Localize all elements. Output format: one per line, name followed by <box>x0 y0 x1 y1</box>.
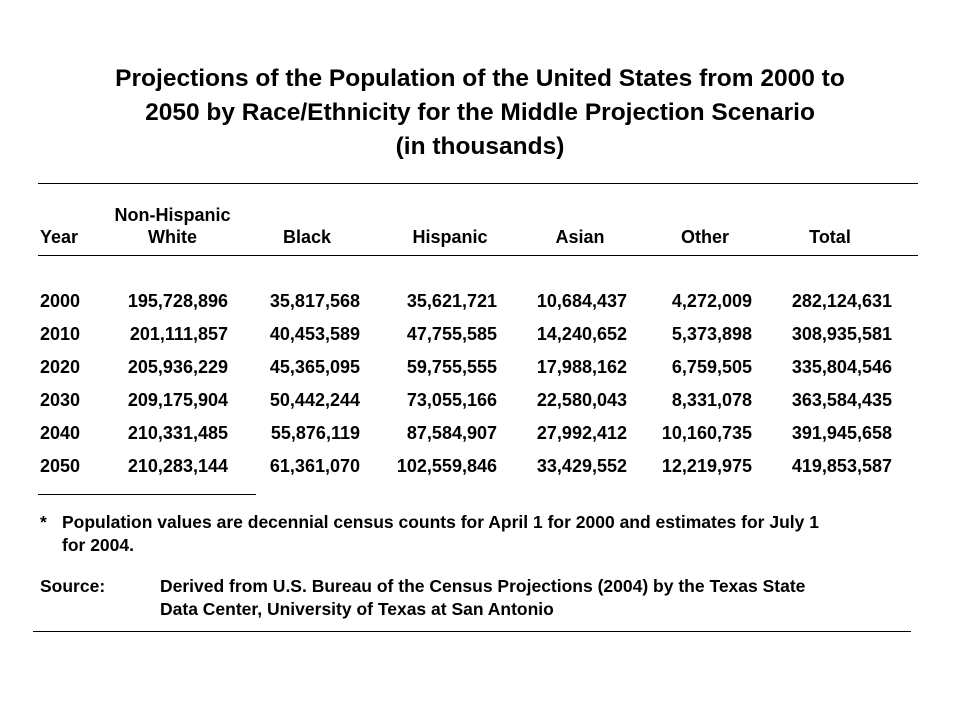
header-asian: Asian <box>555 227 605 247</box>
source-label: Source: <box>40 576 106 596</box>
cell-asian: 33,429,552 <box>536 456 627 476</box>
cell-total: 335,804,546 <box>791 357 892 377</box>
cell-non-hispanic-white: 205,936,229 <box>127 357 228 377</box>
title-line-1: Projections of the Population of the Uni… <box>115 65 845 92</box>
cell-non-hispanic-white: 209,175,904 <box>127 390 228 410</box>
cell-asian: 14,240,652 <box>536 324 627 344</box>
cell-year: 2020 <box>40 357 81 377</box>
header-nhw-line1: Non-Hispanic <box>114 205 231 225</box>
cell-year: 2050 <box>40 456 81 476</box>
cell-other: 5,373,898 <box>671 324 752 344</box>
source-line-2: Data Center, University of Texas at San … <box>160 599 554 619</box>
top-rule <box>38 183 918 184</box>
cell-asian: 22,580,043 <box>536 390 627 410</box>
header-nhw-line2: White <box>148 227 197 247</box>
cell-non-hispanic-white: 195,728,896 <box>127 291 228 311</box>
cell-non-hispanic-white: 210,331,485 <box>127 423 228 443</box>
cell-total: 419,853,587 <box>791 456 892 476</box>
header-other: Other <box>680 227 729 247</box>
cell-black: 35,817,568 <box>269 291 360 311</box>
title-line-2: 2050 by Race/Ethnicity for the Middle Pr… <box>145 99 815 126</box>
header-rule <box>38 255 918 256</box>
cell-black: 45,365,095 <box>269 357 360 377</box>
cell-black: 50,442,244 <box>269 390 360 410</box>
cell-asian: 17,988,162 <box>536 357 627 377</box>
cell-total: 363,584,435 <box>791 390 892 410</box>
footnote-line-1: Population values are decennial census c… <box>62 512 819 532</box>
cell-total: 282,124,631 <box>791 291 892 311</box>
cell-other: 8,331,078 <box>671 390 752 410</box>
cell-non-hispanic-white: 201,111,857 <box>129 324 228 344</box>
cell-other: 6,759,505 <box>671 357 752 377</box>
title-line-3: (in thousands) <box>395 133 565 160</box>
cell-black: 61,361,070 <box>269 456 360 476</box>
bottom-rule <box>33 631 911 632</box>
header-black: Black <box>282 227 332 247</box>
footnote-line-2: for 2004. <box>62 535 134 555</box>
page-title: Projections of the Population of the Uni… <box>20 62 940 164</box>
cell-hispanic: 87,584,907 <box>406 423 497 443</box>
cell-hispanic: 73,055,166 <box>406 390 497 410</box>
cell-hispanic: 102,559,846 <box>396 456 497 476</box>
cell-year: 2010 <box>40 324 81 344</box>
cell-asian: 10,684,437 <box>536 291 627 311</box>
footnote-rule <box>38 494 256 495</box>
cell-other: 4,272,009 <box>671 291 752 311</box>
cell-year: 2000 <box>40 291 81 311</box>
cell-other: 12,219,975 <box>661 456 752 476</box>
cell-black: 55,876,119 <box>270 423 360 443</box>
header-hispanic: Hispanic <box>412 227 488 247</box>
cell-other: 10,160,735 <box>661 423 752 443</box>
cell-hispanic: 47,755,585 <box>406 324 497 344</box>
cell-total: 308,935,581 <box>791 324 892 344</box>
source-line-1: Derived from U.S. Bureau of the Census P… <box>160 576 806 596</box>
header-total: Total <box>809 227 851 247</box>
cell-asian: 27,992,412 <box>536 423 627 443</box>
footnote-marker: * <box>40 512 47 532</box>
header-year: Year <box>40 227 79 247</box>
cell-non-hispanic-white: 210,283,144 <box>127 456 228 476</box>
cell-hispanic: 59,755,555 <box>406 357 497 377</box>
cell-black: 40,453,589 <box>269 324 360 344</box>
cell-year: 2040 <box>40 423 81 443</box>
cell-hispanic: 35,621,721 <box>406 291 497 311</box>
cell-total: 391,945,658 <box>791 423 892 443</box>
cell-year: 2030 <box>40 390 81 410</box>
